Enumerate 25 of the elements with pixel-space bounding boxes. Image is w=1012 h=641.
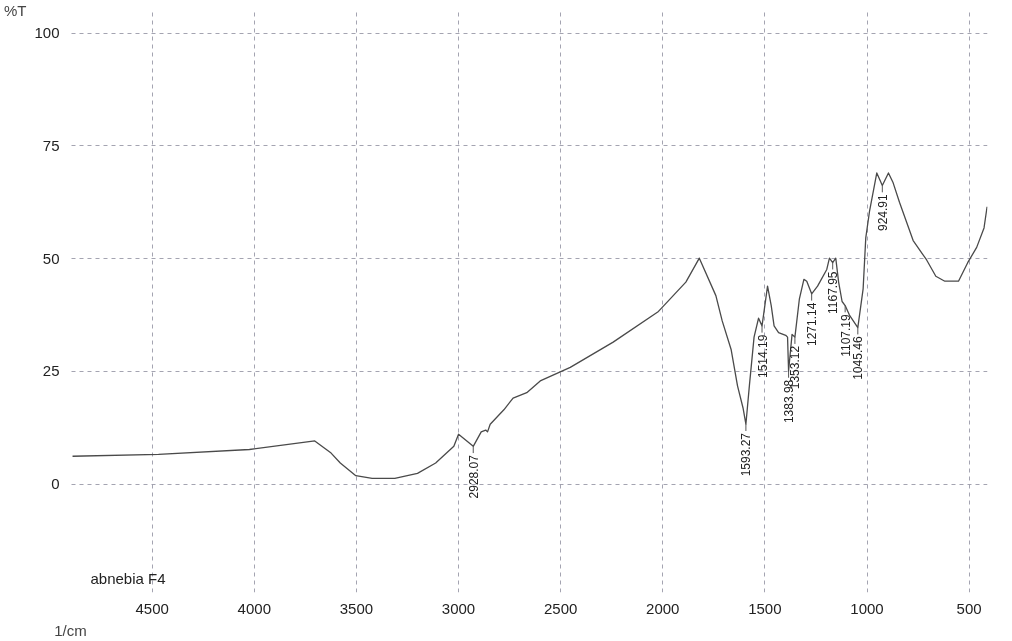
y-tick-label: 75: [42, 136, 60, 154]
annotation: 2928.07: [466, 454, 481, 499]
x-tick-label: 1000: [850, 599, 884, 617]
y-tick-label: 50: [42, 249, 60, 267]
x-tick-label: 4500: [135, 599, 169, 617]
y-tick-label: 0: [51, 475, 60, 493]
annotation: 1045.46: [851, 336, 866, 380]
x-axis-title: 1/cm: [54, 621, 87, 639]
y-tick-label: 25: [42, 362, 60, 380]
annotation: 1271.14: [805, 302, 820, 346]
annotation: 1514.19: [755, 334, 770, 379]
y-axis-title: %T: [3, 2, 27, 19]
annotation: 1593.27: [739, 432, 754, 477]
x-tick-label: 2500: [543, 599, 578, 617]
annotation: 1167.95: [826, 271, 841, 314]
x-tick-label: 3000: [441, 599, 476, 617]
x-tick-label: 3500: [339, 599, 374, 617]
y-tick-label: 100: [34, 24, 60, 42]
x-tick-label: 1500: [748, 599, 782, 617]
annotation: 1107.19: [838, 314, 853, 357]
x-tick-label: 4000: [237, 599, 271, 617]
annotation: abnebia F4: [90, 569, 166, 587]
x-tick-label: 500: [956, 599, 982, 617]
x-tick-label: 2000: [646, 599, 680, 617]
annotation: 924.91: [875, 193, 890, 232]
